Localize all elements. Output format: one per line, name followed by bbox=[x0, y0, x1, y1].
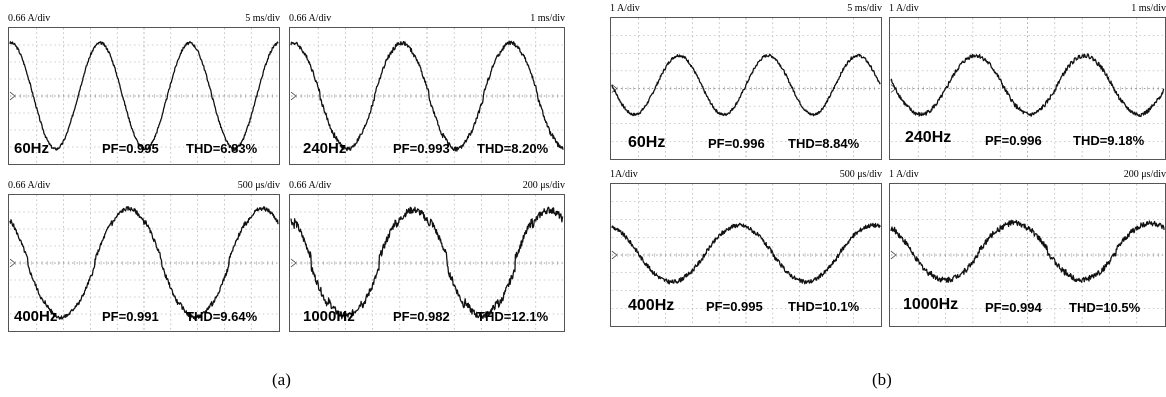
waveform-plot bbox=[9, 195, 279, 331]
x-scale-label: 200 μs/div bbox=[522, 180, 565, 191]
pf-label: PF=0.995 bbox=[706, 299, 763, 314]
current-waveform bbox=[290, 206, 564, 321]
scope-screen bbox=[289, 194, 565, 332]
current-waveform bbox=[611, 53, 881, 117]
frequency-label: 60Hz bbox=[14, 140, 50, 157]
y-scale-label: 0.66 A/div bbox=[8, 180, 51, 191]
pf-label: PF=0.982 bbox=[393, 309, 450, 324]
scope-screen bbox=[610, 183, 882, 327]
y-scale-label: 1 A/div bbox=[610, 3, 640, 14]
frequency-label: 1000Hz bbox=[303, 308, 355, 325]
frequency-label: 60Hz bbox=[628, 134, 666, 151]
scope-screen bbox=[8, 194, 280, 332]
scope-screen bbox=[889, 183, 1166, 327]
pf-label: PF=0.991 bbox=[102, 309, 159, 324]
caption-b: (b) bbox=[872, 370, 892, 389]
thd-label: THD=9.18% bbox=[1073, 133, 1145, 148]
ground-marker bbox=[290, 258, 297, 268]
current-waveform bbox=[890, 53, 1165, 118]
frequency-label: 400Hz bbox=[14, 308, 58, 325]
y-scale-label: 0.66 A/div bbox=[289, 13, 332, 24]
thd-label: THD=8.20% bbox=[477, 141, 549, 156]
x-scale-label: 500 μs/div bbox=[237, 180, 280, 191]
thd-label: THD=6.83% bbox=[186, 141, 258, 156]
scope-screen bbox=[289, 27, 565, 165]
waveform-plot bbox=[890, 18, 1165, 159]
ground-marker bbox=[611, 84, 618, 93]
ground-marker bbox=[9, 258, 16, 268]
thd-label: THD=10.1% bbox=[788, 299, 860, 314]
waveform-plot bbox=[611, 18, 881, 159]
scope-b-400hz: 1A/div 500 μs/div 400Hz PF=0.995 THD=10.… bbox=[610, 169, 882, 327]
current-waveform bbox=[9, 40, 279, 152]
scope-a-1000hz: 0.66 A/div 200 μs/div 1000Hz PF=0.982 TH… bbox=[289, 180, 565, 332]
scope-screen bbox=[8, 27, 280, 165]
ground-marker bbox=[611, 250, 618, 260]
pf-label: PF=0.994 bbox=[985, 300, 1042, 315]
current-waveform bbox=[890, 219, 1165, 283]
x-scale-label: 5 ms/div bbox=[245, 13, 280, 24]
frequency-label: 400Hz bbox=[628, 297, 675, 314]
waveform-plot bbox=[290, 195, 564, 331]
thd-label: THD=8.84% bbox=[788, 136, 860, 151]
frequency-label: 240Hz bbox=[905, 129, 952, 146]
current-waveform bbox=[290, 40, 564, 152]
y-scale-label: 1 A/div bbox=[889, 169, 919, 180]
scope-screen bbox=[610, 17, 882, 160]
thd-label: THD=12.1% bbox=[477, 309, 549, 324]
y-scale-label: 0.66 A/div bbox=[289, 180, 332, 191]
frequency-label: 240Hz bbox=[303, 140, 347, 157]
thd-label: THD=10.5% bbox=[1069, 300, 1141, 315]
current-waveform bbox=[611, 222, 881, 285]
scope-b-240hz: 1 A/div 1 ms/div 240Hz PF=0.996 THD=9.18… bbox=[889, 3, 1166, 160]
y-scale-label: 1A/div bbox=[610, 169, 638, 180]
scope-b-60hz: 1 A/div 5 ms/div 60Hz PF=0.996 THD=8.84% bbox=[610, 3, 882, 160]
waveform-plot bbox=[9, 28, 279, 164]
ground-marker bbox=[9, 91, 16, 101]
ground-marker bbox=[290, 91, 297, 101]
caption-a: (a) bbox=[272, 370, 291, 389]
waveform-plot bbox=[611, 184, 881, 326]
x-scale-label: 5 ms/div bbox=[847, 3, 882, 14]
waveform-plot bbox=[290, 28, 564, 164]
pf-label: PF=0.996 bbox=[985, 133, 1042, 148]
scope-a-240hz: 0.66 A/div 1 ms/div 240Hz PF=0.993 THD=8… bbox=[289, 13, 565, 165]
scope-a-400hz: 0.66 A/div 500 μs/div 400Hz PF=0.991 THD… bbox=[8, 180, 280, 332]
ground-marker bbox=[890, 250, 897, 260]
y-scale-label: 0.66 A/div bbox=[8, 13, 51, 24]
thd-label: THD=9.64% bbox=[186, 309, 258, 324]
current-waveform bbox=[9, 206, 279, 320]
x-scale-label: 200 μs/div bbox=[1123, 169, 1166, 180]
pf-label: PF=0.993 bbox=[393, 141, 450, 156]
frequency-label: 1000Hz bbox=[903, 296, 959, 313]
y-scale-label: 1 A/div bbox=[889, 3, 919, 14]
x-scale-label: 1 ms/div bbox=[530, 13, 565, 24]
waveform-plot bbox=[890, 184, 1165, 326]
scope-b-1000hz: 1 A/div 200 μs/div 1000Hz PF=0.994 THD=1… bbox=[889, 169, 1166, 327]
x-scale-label: 500 μs/div bbox=[839, 169, 882, 180]
x-scale-label: 1 ms/div bbox=[1131, 3, 1166, 14]
scope-a-60hz: 0.66 A/div 5 ms/div 60Hz PF=0.995 THD=6.… bbox=[8, 13, 280, 165]
pf-label: PF=0.996 bbox=[708, 136, 765, 151]
pf-label: PF=0.995 bbox=[102, 141, 159, 156]
